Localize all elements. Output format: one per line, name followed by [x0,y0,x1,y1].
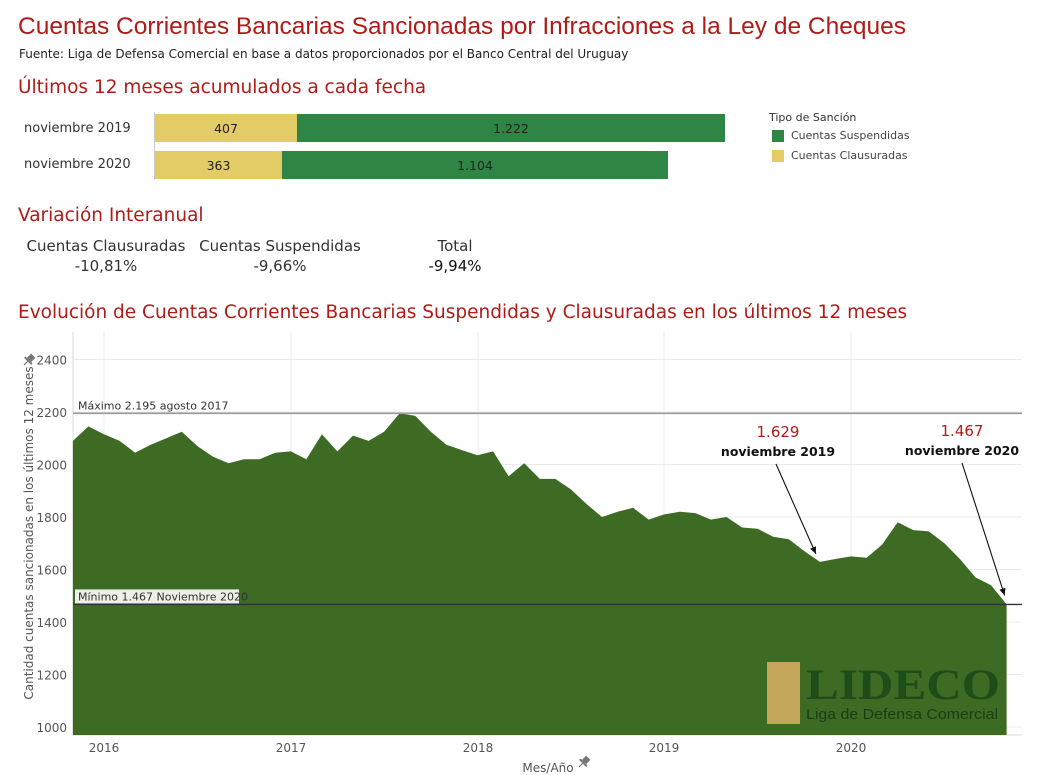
annotation-arrow-line [775,463,817,555]
summary-title: Últimos 12 meses acumulados a cada fecha [18,77,427,98]
y-tick-label: 1600 [36,564,67,578]
y-axis-ticks: 1000 1200 1400 1600 1800 2000 2200 2400 [36,354,67,736]
area-series-total[interactable] [72,413,1007,735]
x-tick-label: 2020 [836,741,867,755]
variation-total: Total -9,94% [400,237,510,275]
variation-name: Cuentas Suspendidas [199,237,361,255]
legend-label-clausuradas: Cuentas Clausuradas [791,149,908,162]
x-tick-label: 2017 [276,741,307,755]
x-tick-label: 2018 [463,741,494,755]
reference-lines: Máximo 2.195 agosto 2017 Mínimo 1.467 Nov… [73,399,1022,606]
evolution-title: Evolución de Cuentas Corrientes Bancaria… [18,302,908,323]
legend-item-suspendidas[interactable]: Cuentas Suspendidas [772,129,910,142]
x-tick-label: 2019 [649,741,680,755]
y-axis-pin-icon[interactable] [21,352,37,368]
variation-suspendidas: Cuentas Suspendidas -9,66% [196,237,364,275]
legend-item-clausuradas[interactable]: Cuentas Clausuradas [772,149,908,162]
y-tick-label: 1200 [36,669,67,683]
bar-clausuradas-2020[interactable]: 363 [155,151,282,179]
variation-title: Variación Interanual [18,205,204,226]
lideco-logo-text: LIDECO [806,662,1000,709]
lideco-logo-tagline: Liga de Defensa Comercial [806,707,998,723]
bar-axis-line [154,112,155,180]
bar-suspendidas-2020[interactable]: 1.104 [282,151,668,179]
y-tick-label: 1400 [36,616,67,630]
y-tick-label: 1800 [36,511,67,525]
annotation-value: 1.629 [757,423,800,441]
lideco-logo: LIDECO Liga de Defensa Comercial [767,662,1000,724]
bar-clausuradas-2019[interactable]: 407 [155,114,297,142]
bar-row-label-2019: noviembre 2019 [24,121,131,136]
annotation-value: 1.467 [941,422,984,440]
annotation-arrow-head [810,546,816,554]
variation-value: -10,81% [74,257,138,275]
bar-row-label-2020: noviembre 2020 [24,157,131,172]
source-note: Fuente: Liga de Defensa Comercial en bas… [19,47,629,61]
x-tick-label: 2016 [89,741,120,755]
legend-label-suspendidas: Cuentas Suspendidas [791,129,910,142]
variation-value: -9,66% [253,257,307,275]
annotation-arrow-head [999,587,1006,596]
bar-suspendidas-2019[interactable]: 1.222 [297,114,725,142]
y-tick-label: 1000 [36,721,67,735]
legend-swatch-suspendidas [772,129,784,142]
annotation-date: noviembre 2020 [905,443,1019,458]
y-tick-label: 2400 [36,354,67,368]
min-reference-label: Mínimo 1.467 Noviembre 2020 [78,590,248,603]
variation-name: Cuentas Clausuradas [26,237,186,255]
y-tick-label: 2200 [36,406,67,420]
lideco-logo-mark [767,662,800,724]
variation-name: Total [437,237,473,255]
x-axis-ticks: 2016 2017 2018 2019 2020 [89,741,867,755]
legend-title: Tipo de Sanción [769,111,857,124]
legend-swatch-clausuradas [772,149,784,162]
y-axis-title: Cantidad cuentas sancionadas en los últi… [22,366,36,699]
x-axis-pin-icon[interactable] [576,754,592,770]
y-tick-label: 2000 [36,459,67,473]
annotation-arrow-line [961,462,1006,596]
annotation-date: noviembre 2019 [721,444,835,459]
chart-annotations: 1.629 noviembre 2019 1.467 noviembre 2020 [721,422,1019,596]
variation-clausuradas: Cuentas Clausuradas -10,81% [22,237,190,275]
page-title: Cuentas Corrientes Bancarias Sancionadas… [18,13,906,40]
x-axis-title: Mes/Año [522,761,573,775]
max-reference-label: Máximo 2.195 agosto 2017 [78,399,228,412]
min-label-background [75,589,239,604]
variation-value: -9,94% [428,257,482,275]
